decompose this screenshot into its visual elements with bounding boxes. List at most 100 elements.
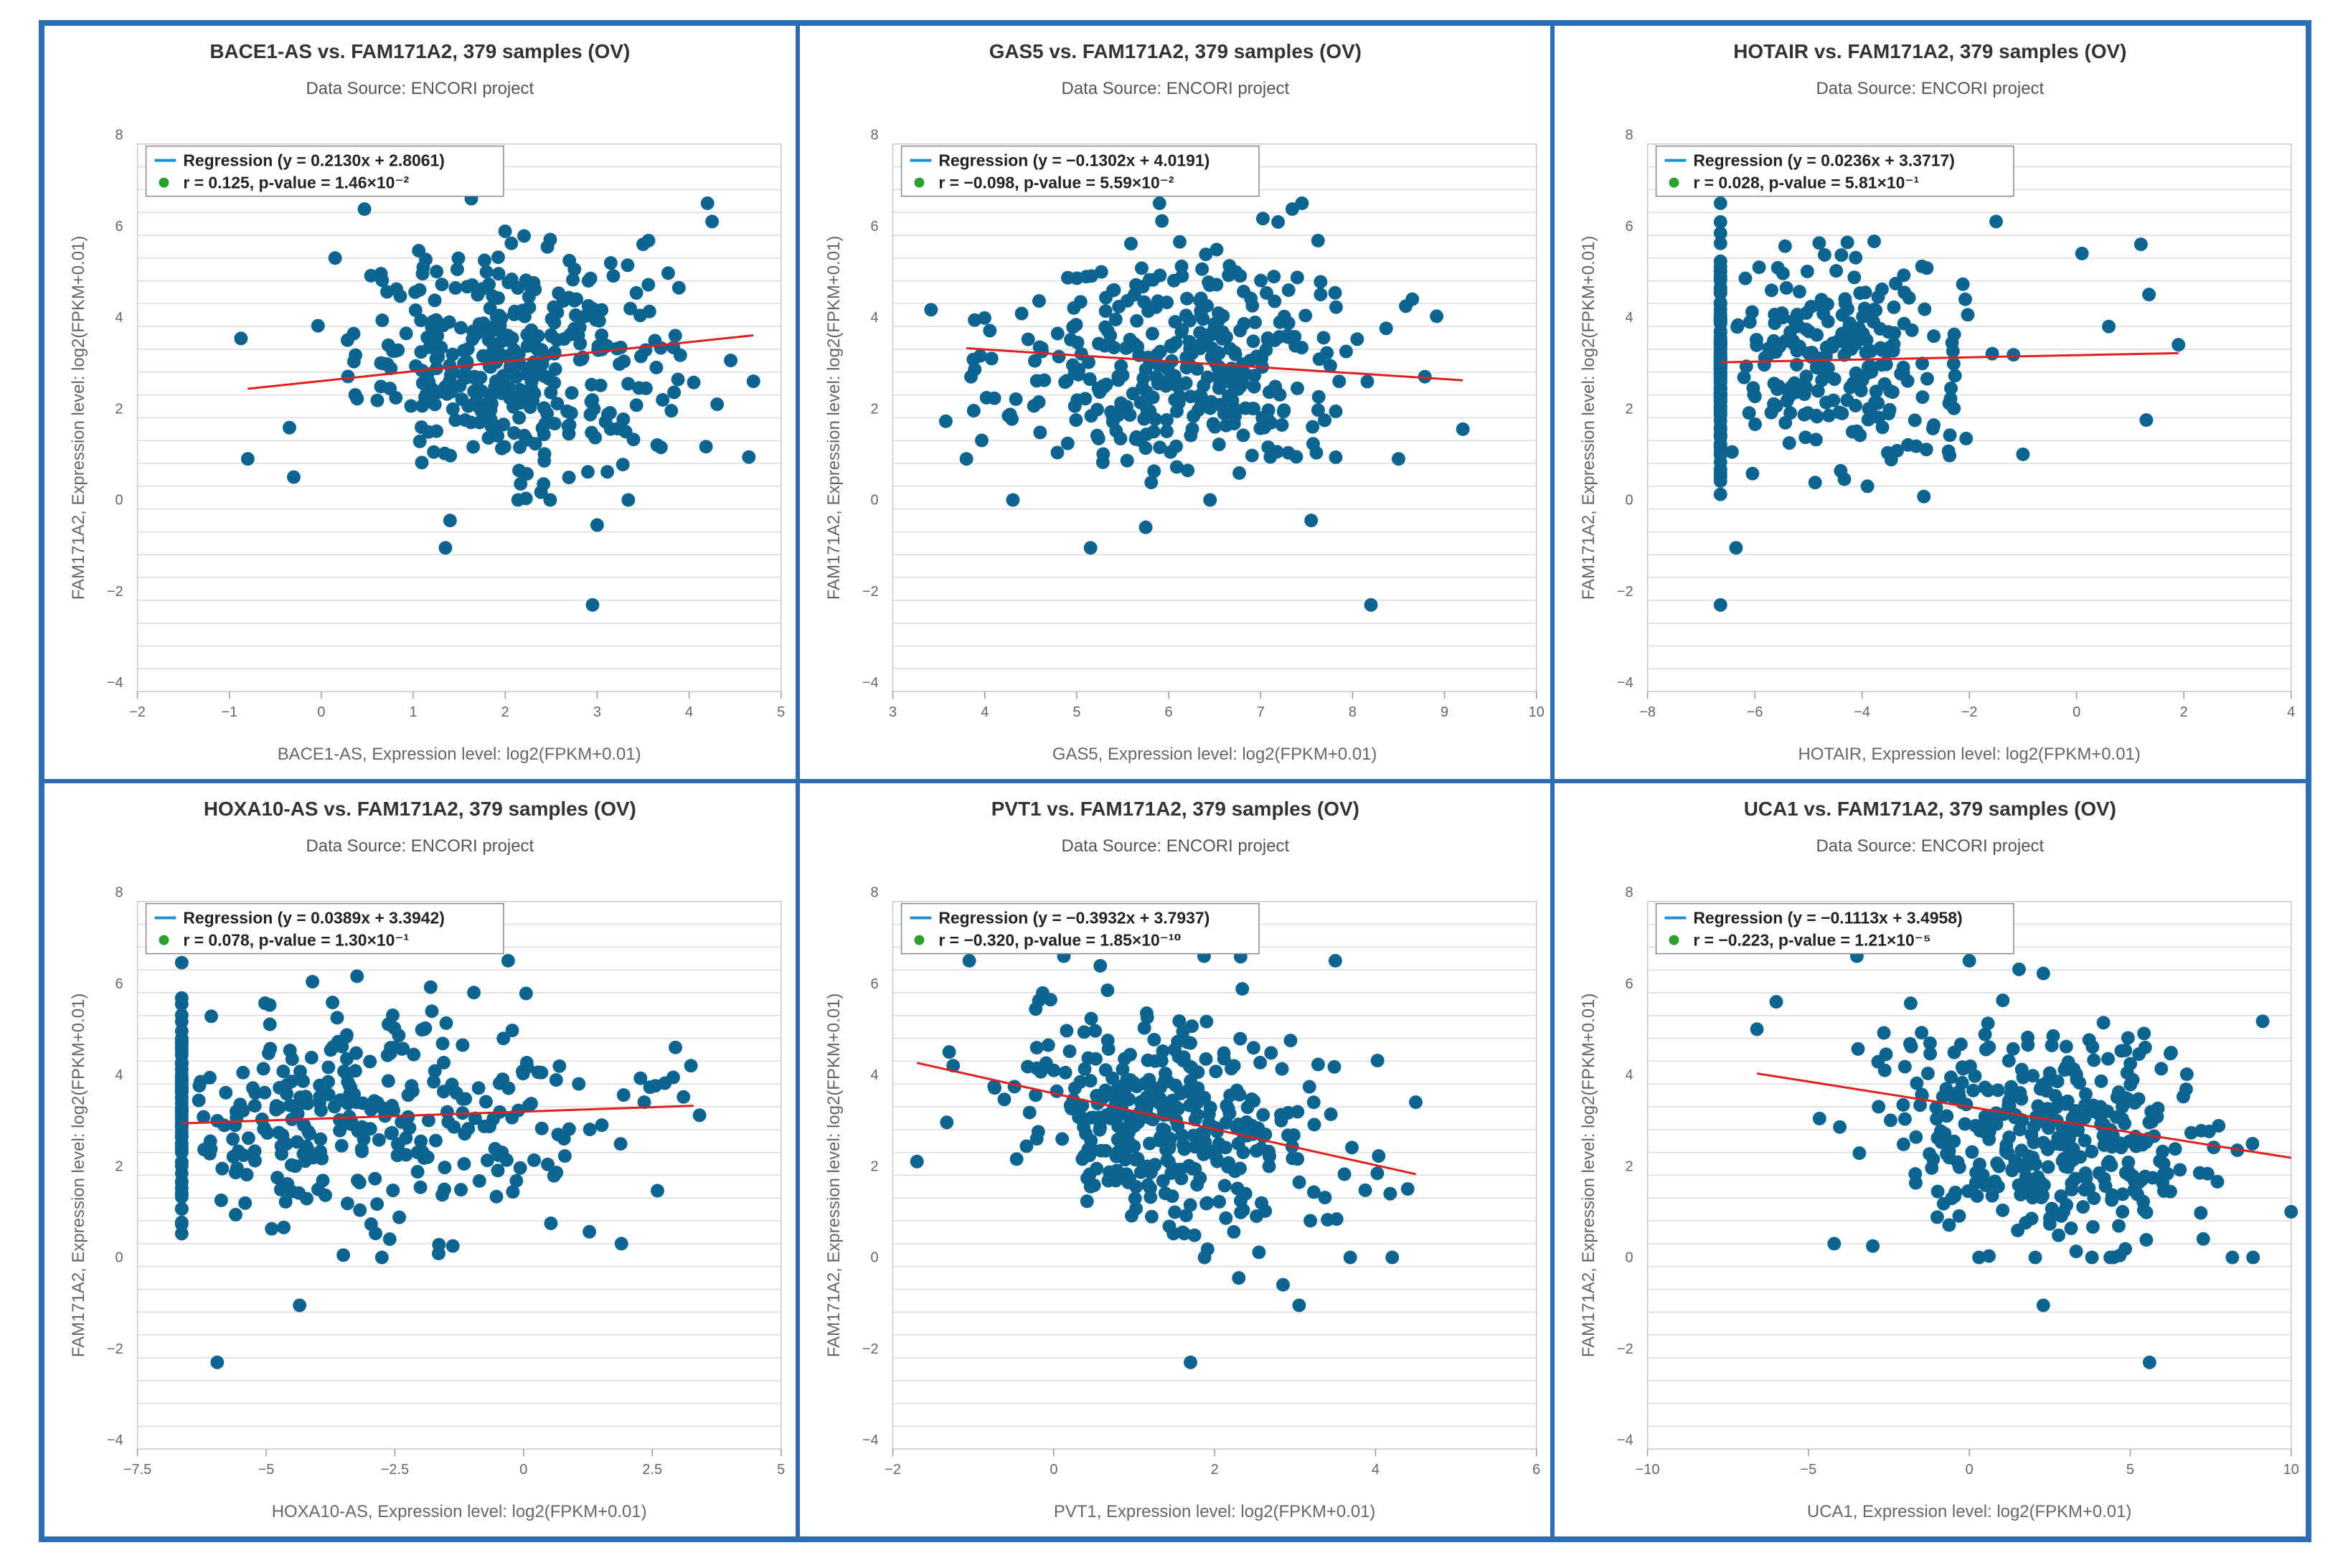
x-tick-label: 2.5	[642, 1462, 662, 1478]
data-point	[427, 445, 441, 459]
data-point	[422, 1113, 435, 1128]
data-point	[581, 274, 595, 288]
data-point	[174, 1202, 189, 1217]
data-point	[381, 1074, 395, 1088]
x-tick-label: 6	[1164, 704, 1172, 720]
data-point	[2012, 962, 2027, 976]
data-point	[547, 417, 562, 431]
data-point	[1084, 1110, 1098, 1125]
data-point	[1828, 372, 1842, 387]
data-point	[2085, 1250, 2099, 1265]
legend-dot-icon	[1669, 177, 1679, 188]
legend-stats-label: r = 0.028, p-value = 5.81×10⁻¹	[1694, 174, 1920, 192]
data-point	[1151, 1133, 1166, 1148]
plot-frame	[892, 143, 1537, 692]
data-point	[174, 955, 189, 970]
data-point	[623, 301, 638, 316]
data-point	[1100, 983, 1114, 998]
data-point	[1209, 278, 1223, 292]
data-point	[506, 400, 520, 414]
data-point	[340, 1196, 354, 1211]
data-point	[1183, 389, 1197, 404]
data-point	[1029, 1041, 1044, 1055]
data-point	[511, 1103, 525, 1118]
data-point	[1343, 1250, 1357, 1265]
y-tick-label: 0	[870, 1250, 878, 1266]
chart-subtitle: Data Source: ENCORI project	[1816, 79, 2045, 98]
data-point	[1276, 1277, 1290, 1292]
data-point	[1799, 369, 1814, 384]
data-point	[1167, 1205, 1182, 1219]
chart-panel: PVT1 vs. FAM171A2, 379 samples (OV) Data …	[797, 781, 1553, 1539]
chart-grid: BACE1-AS vs. FAM171A2, 379 samples (OV) D…	[39, 20, 2311, 1542]
data-point	[1255, 212, 1270, 226]
data-point	[648, 1079, 662, 1093]
data-point	[1258, 1128, 1272, 1142]
data-point	[2142, 288, 2156, 302]
data-point	[1145, 326, 1159, 341]
data-point	[1236, 428, 1250, 443]
legend: Regression (y = −0.3932x + 3.7937) r = −0…	[900, 902, 1260, 955]
data-point	[1235, 357, 1250, 372]
data-point	[385, 1098, 399, 1113]
data-point	[489, 1189, 504, 1204]
data-point	[336, 1248, 351, 1262]
x-tick-label: −6	[1747, 704, 1763, 720]
data-point	[313, 1103, 328, 1118]
data-point	[1266, 270, 1281, 284]
data-point	[1134, 261, 1149, 275]
data-point	[1176, 1024, 1190, 1039]
data-point	[1033, 425, 1047, 440]
data-point	[425, 1004, 439, 1019]
data-point	[1063, 333, 1078, 346]
regression-line	[247, 334, 754, 390]
data-point	[1921, 1067, 1936, 1081]
data-point	[520, 328, 534, 342]
data-point	[269, 1102, 283, 1117]
data-point	[1815, 373, 1829, 387]
data-point	[374, 267, 388, 281]
data-point	[412, 243, 426, 258]
y-tick-label: 2	[1626, 1158, 1633, 1174]
data-point	[1784, 380, 1798, 395]
data-point	[437, 1056, 451, 1070]
data-point	[1156, 1044, 1170, 1058]
data-point	[1896, 366, 1910, 379]
chart-panel: UCA1 vs. FAM171A2, 379 samples (OV) Data …	[1552, 781, 2308, 1539]
data-point	[1199, 247, 1212, 262]
data-point	[710, 397, 725, 412]
data-point	[1822, 408, 1837, 422]
data-point	[1273, 387, 1287, 402]
data-point	[2184, 1125, 2199, 1140]
data-point	[1155, 1122, 1169, 1136]
data-point	[1750, 333, 1764, 347]
y-tick-label: 8	[1626, 885, 1633, 901]
data-point	[174, 1080, 189, 1094]
data-point	[1819, 395, 1834, 410]
data-point	[2112, 1219, 2126, 1233]
data-point	[1929, 1100, 1943, 1115]
data-point	[2134, 1173, 2149, 1187]
data-point	[1311, 233, 1325, 247]
data-point	[1138, 362, 1153, 377]
data-point	[966, 404, 981, 418]
regression-line	[966, 346, 1463, 382]
x-tick-label: −2.5	[381, 1462, 409, 1478]
y-axis-label: FAM171A2, Expression level: log2(FPKM+0.…	[1579, 993, 1598, 1358]
data-point	[231, 1144, 245, 1158]
data-point	[277, 1220, 291, 1234]
data-point	[509, 1173, 524, 1188]
data-point	[1311, 389, 1326, 404]
data-point	[2041, 1102, 2055, 1117]
data-point	[1314, 275, 1327, 289]
data-point	[1903, 1036, 1918, 1051]
data-point	[477, 253, 491, 268]
data-point	[1814, 293, 1829, 307]
data-point	[1915, 356, 1930, 371]
y-axis-label: FAM171A2, Expression level: log2(FPKM+0.…	[69, 993, 88, 1358]
data-point	[1942, 444, 1956, 458]
data-point	[544, 1216, 558, 1230]
data-point	[1222, 1106, 1237, 1120]
data-point	[1233, 1031, 1247, 1046]
data-point	[512, 410, 527, 425]
